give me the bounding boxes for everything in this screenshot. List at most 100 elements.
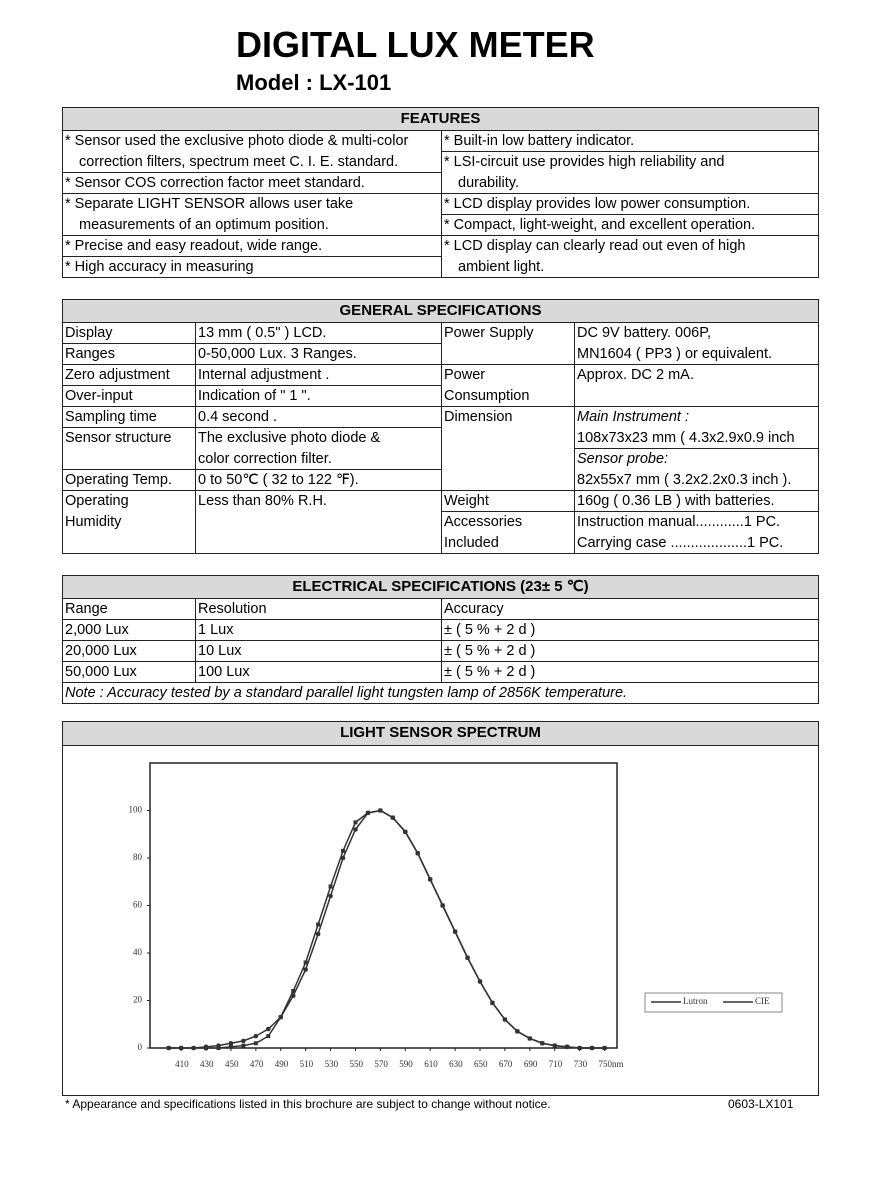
cell-text: 82x55x7 mm ( 3.2x2.2x0.3 inch ). <box>577 472 792 488</box>
general-header-text: GENERAL SPECIFICATIONS <box>339 302 542 319</box>
table-cell: ± ( 5 % + 2 d ) <box>441 619 819 641</box>
spec-value: Instruction manual............1 PC. Carry… <box>574 511 819 554</box>
title: DIGITAL LUX METER <box>236 24 595 65</box>
electrical-header: ELECTRICAL SPECIFICATIONS (23± 5 ℃) <box>62 575 819 599</box>
cell-text: ± ( 5 % + 2 d ) <box>444 664 536 680</box>
spec-label: Dimension <box>441 406 575 491</box>
column-header: Resolution <box>195 598 442 620</box>
table-cell: 1 Lux <box>195 619 442 641</box>
cell-text: Indication of " 1 ". <box>198 388 311 404</box>
spec-value: 160g ( 0.36 LB ) with batteries. <box>574 490 819 512</box>
cell-text: DC 9V battery. 006P, <box>577 325 712 341</box>
note: Note : Accuracy tested by a standard par… <box>62 682 819 704</box>
cell-text: 50,000 Lux <box>65 664 137 680</box>
table-cell: 20,000 Lux <box>62 640 196 662</box>
spec-value: Main Instrument : 108x73x23 mm ( 4.3x2.9x… <box>574 406 819 449</box>
table-cell: ± ( 5 % + 2 d ) <box>441 640 819 662</box>
features-header: FEATURES <box>62 107 819 131</box>
cell-text: * Compact, light-weight, and excellent o… <box>444 217 756 233</box>
cell-text: 100 Lux <box>198 664 250 680</box>
cell-text: color correction filter. <box>198 451 332 467</box>
cell-text: * Sensor used the exclusive photo diode … <box>65 133 409 149</box>
cell-text: * Separate LIGHT SENSOR allows user take <box>65 196 354 212</box>
table-cell: 10 Lux <box>195 640 442 662</box>
cell-text: Sampling time <box>65 409 157 425</box>
spec-value: Approx. DC 2 mA. <box>574 364 819 407</box>
spec-label: Over-input <box>62 385 196 407</box>
cell-text: 20,000 Lux <box>65 643 137 659</box>
cell-text: Operating Temp. <box>65 472 172 488</box>
cell-text: Consumption <box>444 388 530 404</box>
cell-text: ± ( 5 % + 2 d ) <box>444 622 536 638</box>
spec-value: DC 9V battery. 006P, MN1604 ( PP3 ) or eq… <box>574 322 819 365</box>
cell-text: Instruction manual............1 PC. <box>577 514 781 530</box>
table-cell: 100 Lux <box>195 661 442 683</box>
spectrum-box <box>62 745 819 1096</box>
cell-text: Sensor structure <box>65 430 172 446</box>
cell-text: Approx. DC 2 mA. <box>577 367 694 383</box>
feature-item: * LSI-circuit use provides high reliabil… <box>441 151 819 194</box>
table-cell: 2,000 Lux <box>62 619 196 641</box>
cell-text: 108x73x23 mm ( 4.3x2.9x0.9 inch <box>577 430 795 446</box>
cell-text: Accessories <box>444 514 523 530</box>
cell-text: 0-50,000 Lux. 3 Ranges. <box>198 346 357 362</box>
footer-note: * Appearance and specifications listed i… <box>65 1097 551 1111</box>
electrical-header-text: ELECTRICAL SPECIFICATIONS (23± 5 ℃) <box>292 578 589 595</box>
spec-value: 0-50,000 Lux. 3 Ranges. <box>195 343 442 365</box>
cell-text: Power <box>444 367 486 383</box>
feature-item: * LCD display provides low power consump… <box>441 193 819 215</box>
feature-item: * Built-in low battery indicator. <box>441 130 819 152</box>
spec-label: Accessories Included <box>441 511 575 554</box>
cell-text: 0 to 50℃ ( 32 to 122 ℉). <box>198 472 359 488</box>
cell-text: Weight <box>444 493 489 509</box>
feature-item: * LCD display can clearly read out even … <box>441 235 819 278</box>
feature-item: * Separate LIGHT SENSOR allows user take… <box>62 193 442 236</box>
spec-value: Less than 80% R.H. <box>195 490 442 554</box>
spec-value: 0.4 second . <box>195 406 442 428</box>
cell-text: 160g ( 0.36 LB ) with batteries. <box>577 493 775 509</box>
cell-text: Less than 80% R.H. <box>198 493 327 509</box>
cell-text: Resolution <box>198 601 267 617</box>
spec-label: Operating Humidity <box>62 490 196 554</box>
general-header: GENERAL SPECIFICATIONS <box>62 299 819 323</box>
cell-text: Sensor probe: <box>577 451 669 467</box>
cell-text: Zero adjustment <box>65 367 170 383</box>
cell-text: The exclusive photo diode & <box>198 430 381 446</box>
spec-label: Display <box>62 322 196 344</box>
cell-text: Operating <box>65 493 129 509</box>
cell-text: * High accuracy in measuring <box>65 259 254 275</box>
cell-text: Note : Accuracy tested by a standard par… <box>65 685 628 701</box>
cell-text: ± ( 5 % + 2 d ) <box>444 643 536 659</box>
spec-label: Operating Temp. <box>62 469 196 491</box>
cell-text: Display <box>65 325 113 341</box>
cell-text: 0.4 second . <box>198 409 277 425</box>
feature-item: * Precise and easy readout, wide range. <box>62 235 442 257</box>
cell-text: * LSI-circuit use provides high reliabil… <box>444 154 725 170</box>
cell-text: 13 mm ( 0.5" ) LCD. <box>198 325 327 341</box>
footer-code: 0603-LX101 <box>728 1097 794 1111</box>
model: Model : LX-101 <box>236 70 392 95</box>
cell-text: 2,000 Lux <box>65 622 129 638</box>
spec-value: Indication of " 1 ". <box>195 385 442 407</box>
features-header-text: FEATURES <box>400 110 481 127</box>
cell-text: * LCD display can clearly read out even … <box>444 238 746 254</box>
spec-label: Weight <box>441 490 575 512</box>
spectrum-header: LIGHT SENSOR SPECTRUM <box>62 721 819 746</box>
spec-label: Sensor structure <box>62 427 196 470</box>
cell-text: measurements of an optimum position. <box>79 217 329 233</box>
spec-label: Power Consumption <box>441 364 575 407</box>
spectrum-header-text: LIGHT SENSOR SPECTRUM <box>340 724 541 741</box>
cell-text: Included <box>444 535 499 551</box>
cell-text: * Sensor COS correction factor meet stan… <box>65 175 365 191</box>
cell-text: Ranges <box>65 346 115 362</box>
table-cell: 50,000 Lux <box>62 661 196 683</box>
spec-value: The exclusive photo diode & color correct… <box>195 427 442 470</box>
feature-item: * High accuracy in measuring <box>62 256 442 278</box>
cell-text: Range <box>65 601 108 617</box>
spec-label: Ranges <box>62 343 196 365</box>
feature-item: * Sensor COS correction factor meet stan… <box>62 172 442 194</box>
cell-text: ambient light. <box>458 259 545 275</box>
cell-text: Power Supply <box>444 325 534 341</box>
spec-label: Power Supply <box>441 322 575 365</box>
